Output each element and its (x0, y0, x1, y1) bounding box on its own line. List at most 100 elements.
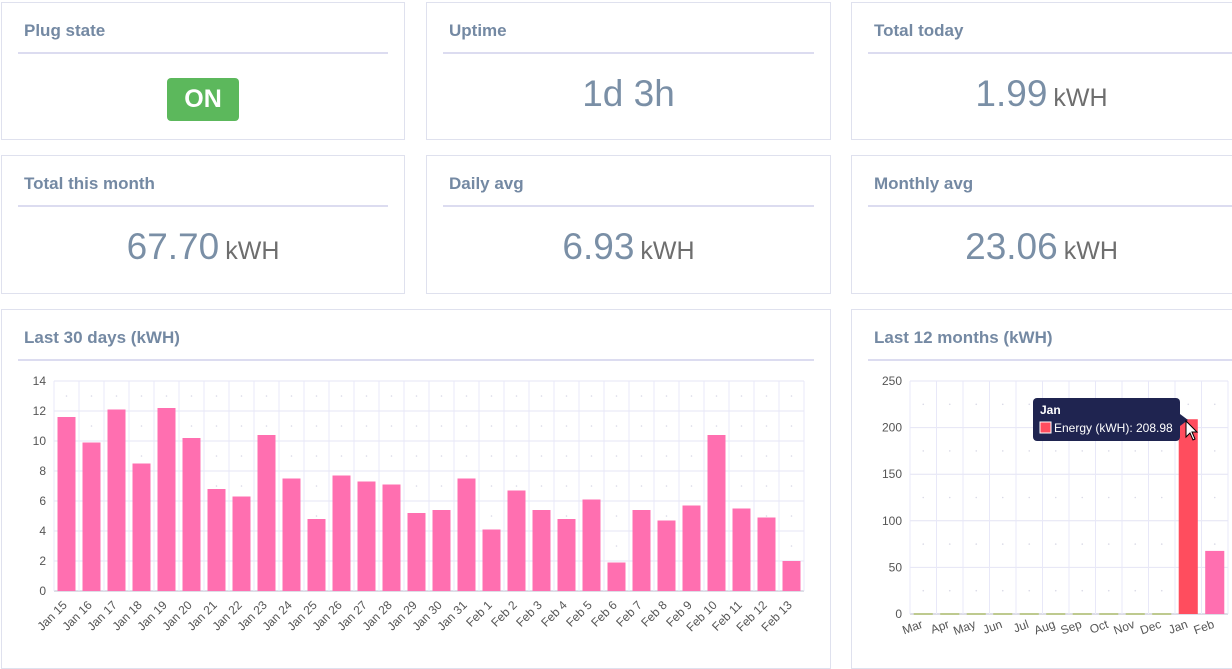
daily-avg-unit: kWH (640, 237, 695, 265)
grid-dot (340, 425, 343, 427)
y-tick-label: 100 (882, 514, 902, 528)
bar[interactable] (732, 508, 751, 592)
uptime-card: Uptime 1d 3h (426, 2, 831, 140)
bar[interactable] (382, 484, 401, 592)
bar[interactable] (282, 478, 301, 592)
bar[interactable] (82, 442, 101, 592)
grid-dot (1160, 496, 1163, 499)
bar[interactable] (57, 417, 76, 591)
bar[interactable] (507, 490, 526, 592)
grid-dot (1001, 496, 1004, 499)
bar[interactable] (207, 489, 226, 591)
grid-dot (190, 395, 193, 397)
grid-dot (440, 395, 443, 397)
grid-dot (665, 395, 668, 397)
grid-dot (615, 395, 618, 397)
monthly-avg-unit: kWH (1063, 237, 1118, 265)
bar[interactable] (182, 438, 201, 591)
bar[interactable] (332, 475, 351, 592)
x-tick-label: May (951, 617, 977, 638)
tooltip-box (1033, 398, 1180, 441)
y-tick-label: 12 (33, 404, 47, 418)
bar[interactable] (432, 510, 451, 591)
plug-state-card: Plug state ON (1, 2, 405, 140)
grid-dot (440, 485, 443, 487)
card-divider (18, 359, 814, 361)
bar[interactable] (707, 435, 726, 591)
grid-dot (440, 455, 443, 457)
grid-dot (615, 515, 618, 517)
grid-dot (665, 515, 668, 517)
grid-dot (140, 395, 143, 397)
bar[interactable] (257, 435, 276, 591)
bar[interactable] (107, 409, 126, 592)
bar[interactable] (557, 519, 576, 591)
bar[interactable] (582, 499, 601, 592)
x-tick-label: Feb 8 (638, 598, 670, 630)
grid-dot (65, 395, 68, 397)
grid-dot (1081, 589, 1084, 592)
monthly-energy-chart: 0 50 100 150 200 250 Mar Apr May Jun Jul Aug Sep Oct N… (882, 374, 1229, 638)
bar[interactable] (157, 408, 176, 591)
y-tick-label: 14 (33, 374, 47, 388)
grid-dot (640, 425, 643, 427)
bar[interactable] (657, 520, 676, 592)
grid-dot (90, 395, 93, 397)
bar[interactable] (357, 481, 376, 592)
grid-dot (790, 425, 793, 427)
bar[interactable] (232, 496, 251, 592)
x-tick-label: Dec (1138, 617, 1163, 637)
bar[interactable] (682, 505, 701, 592)
grid-dot (490, 485, 493, 487)
grid-dot (975, 543, 978, 545)
bar[interactable] (482, 529, 501, 592)
grid-dot (1081, 543, 1084, 545)
daily-avg-card: Daily avg 6.93 kWH (426, 155, 831, 294)
bar[interactable] (407, 513, 426, 591)
grid-dot (390, 455, 393, 457)
y-tick-label: 250 (882, 374, 902, 388)
grid-dot (1028, 589, 1031, 592)
bar[interactable] (632, 510, 651, 591)
grid-dot (1028, 543, 1031, 545)
grid-dot (615, 545, 618, 547)
bar[interactable] (757, 517, 776, 592)
x-tick-label: Feb 7 (613, 598, 645, 630)
grid-dot (765, 455, 768, 457)
grid-dot (90, 425, 93, 427)
grid-dot (1134, 589, 1137, 592)
total-today-card: Total today 1.99 kWH (851, 2, 1232, 140)
bar[interactable] (307, 519, 326, 591)
monthly-avg-card: Monthly avg 23.06 kWH (851, 155, 1232, 294)
grid-dot (1134, 543, 1137, 545)
x-tick-label: Jan (1167, 617, 1190, 637)
grid-dot (790, 515, 793, 517)
grid-dot (1213, 450, 1216, 452)
card-title: Monthly avg (874, 174, 974, 193)
grid-dot (975, 403, 978, 406)
bar[interactable] (607, 562, 626, 592)
bar[interactable] (782, 561, 801, 591)
grid-dot (515, 395, 518, 397)
grid-dot (715, 425, 718, 427)
grid-dot (615, 425, 618, 427)
daily-avg-number: 6.93 (562, 226, 635, 267)
grid-dot (590, 455, 593, 457)
grid-dot (365, 395, 368, 397)
grid-dot (590, 425, 593, 427)
grid-dot (1001, 403, 1004, 406)
grid-dot (190, 425, 193, 427)
grid-dot (465, 425, 468, 427)
grid-dot (340, 395, 343, 397)
bar[interactable] (532, 510, 551, 591)
bar[interactable] (1178, 419, 1198, 614)
grid-dot (690, 425, 693, 427)
grid-dot (365, 425, 368, 427)
grid-dot (948, 450, 951, 452)
bar[interactable] (132, 463, 151, 592)
bar[interactable] (457, 478, 476, 592)
grid-dot (1054, 543, 1057, 545)
grid-dot (740, 485, 743, 487)
bar[interactable] (1205, 550, 1225, 614)
grid-dot (1134, 450, 1137, 452)
